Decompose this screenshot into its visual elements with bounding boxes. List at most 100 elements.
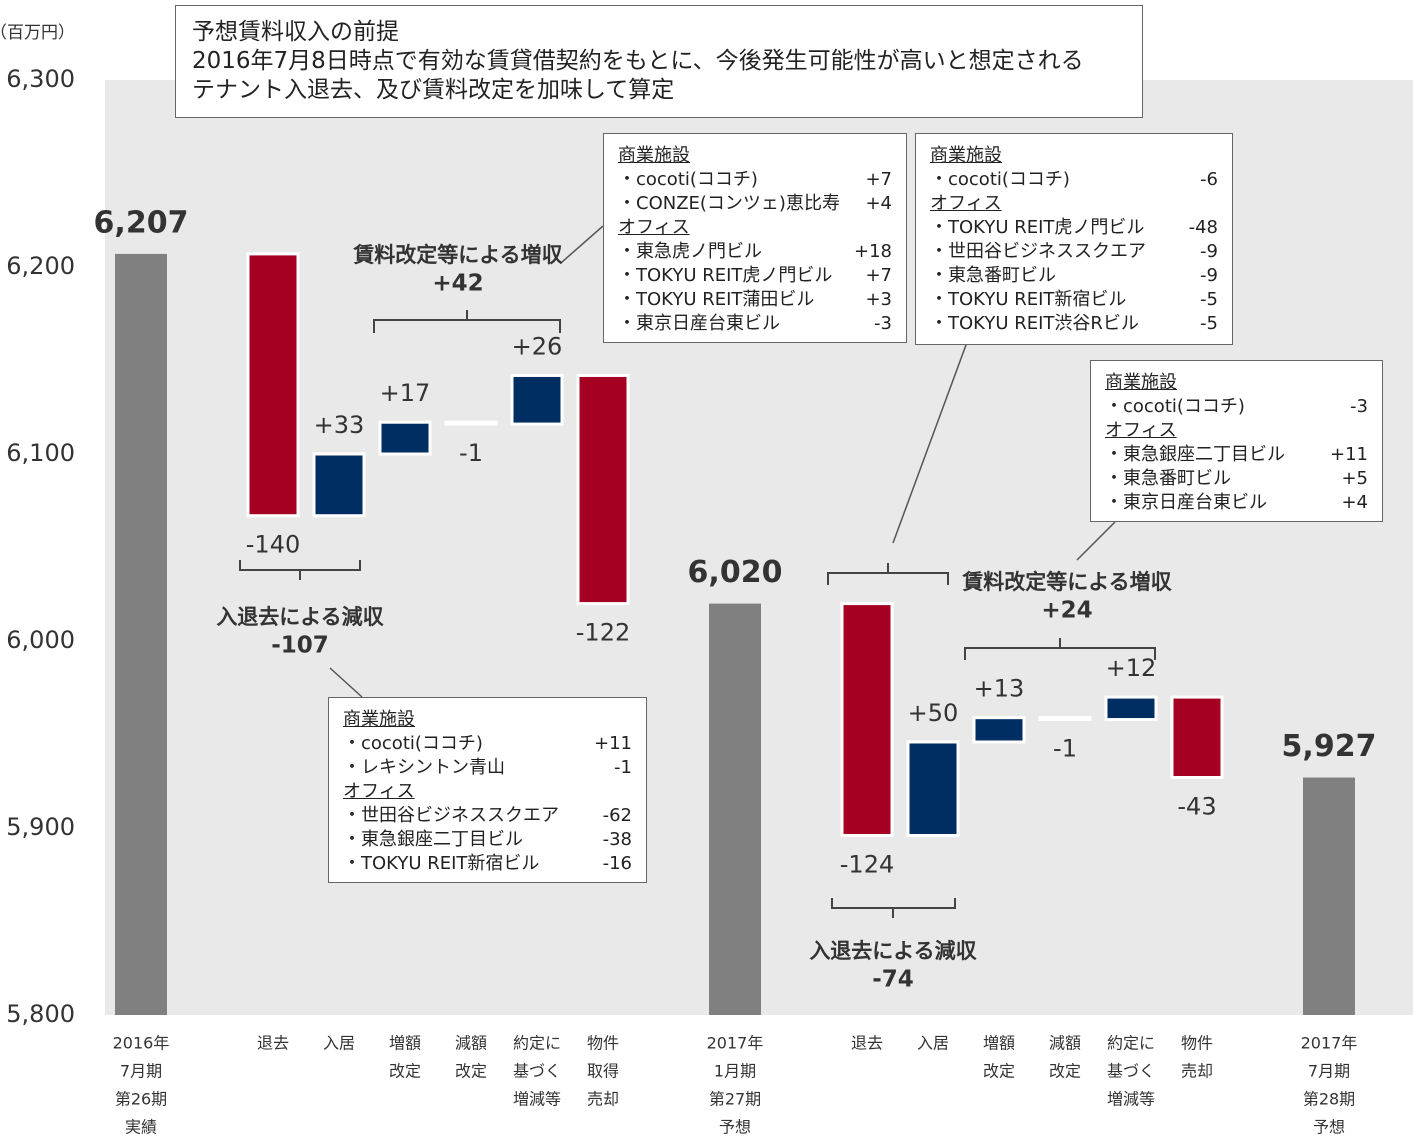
x-tick-label: 入居 [917,1034,949,1053]
callout-row: ・東急銀座二丁目ビル +11 [1105,443,1368,467]
callout-pointers [329,225,1116,698]
x-tick-label: 1月期 [714,1062,756,1081]
callout-row: ・世田谷ビジネススクエア -62 [343,804,632,828]
x-tick-label: 物件 [1181,1034,1213,1053]
premise-box: 予想賃料収入の前提 2016年7月8日時点で有効な賃貸借契約をもとに、今後発生可… [175,5,1143,118]
x-tick-label: 減額 [455,1034,487,1053]
callout-item-value: -9 [1200,241,1218,262]
x-tick-label: 7月期 [120,1062,162,1081]
callout-item-name: ・TOKYU REIT虎ノ門ビル [618,265,833,286]
callout-row: ・TOKYU REIT蒲田ビル +3 [618,288,892,312]
pointer [561,225,604,263]
value-label: -122 [576,619,630,647]
callout-item-name: ・CONZE(コンツェ)恵比寿 [618,193,840,214]
callout-item-value: -38 [602,829,632,850]
x-tick-label: 増減等 [1107,1090,1155,1109]
callout-item-name: ・東急番町ビル [930,265,1056,286]
callout-row: ・レキシントン青山 -1 [343,756,632,780]
bracket [239,560,361,580]
callout-item-value: +5 [1341,468,1368,489]
x-tick-label: 改定 [389,1062,421,1081]
callout-box: 商業施設 ・cocoti(ココチ) +11 ・レキシントン青山 -1 オフィス ・世田谷ビジ… [328,697,647,883]
callout-row: ・cocoti(ココチ) -6 [930,168,1218,192]
callout-item-value: -3 [1350,396,1368,417]
callout-item-name: ・世田谷ビジネススクエア [343,805,559,826]
callout-row: ・東急銀座二丁目ビル -38 [343,828,632,852]
callout-item-name: ・TOKYU REIT蒲田ビル [618,289,815,310]
bracket [827,563,949,585]
callout-item-value: +7 [865,265,892,286]
x-tick-label: 約定に [1107,1034,1155,1053]
callout-row: ・CONZE(コンツェ)恵比寿 +4 [618,192,892,216]
callout-box: 商業施設 ・cocoti(ココチ) -3 オフィス ・東急銀座二丁目ビル +11 ・東急番町… [1090,360,1383,522]
total-label: 6,207 [94,205,189,240]
x-tick-label: 7月期 [1308,1062,1350,1081]
x-tick-label: 売却 [1181,1062,1213,1081]
unit-label: （百万円） [0,23,75,43]
callout-heading: オフィス [930,193,1002,214]
bracket [964,638,1156,660]
bar [312,452,366,518]
callout-item-value: +3 [865,289,892,310]
x-tick-label: 2017年 [1301,1034,1358,1053]
bar [510,373,564,426]
x-tick-label: 減額 [1049,1034,1081,1053]
callout-item-name: ・TOKYU REIT虎ノ門ビル [930,217,1145,238]
callout-row: ・TOKYU REIT虎ノ門ビル -48 [930,216,1218,240]
x-tick-label: 増減等 [513,1090,561,1109]
group-label: 賃料改定等による増収 [961,570,1172,594]
x-tick-label: 改定 [983,1062,1015,1081]
bar [1303,777,1355,1015]
pointer [1076,521,1116,561]
value-label: +17 [380,379,431,407]
bar [906,740,960,837]
x-tick-label: 第26期 [115,1090,167,1109]
x-tick-label: 改定 [455,1062,487,1081]
x-tick-label: 売却 [587,1090,619,1109]
callout-item-value: -5 [1200,289,1218,310]
callout-item-value: -1 [614,757,632,778]
group-value: +24 [1041,598,1092,624]
callout-row: ・TOKYU REIT渋谷Rビル -5 [930,312,1218,336]
value-label: +33 [314,411,365,439]
callout-item-name: ・東京日産台東ビル [618,313,780,334]
callout-item-name: ・東急虎ノ門ビル [618,241,762,262]
y-tick-label: 6,100 [6,439,75,467]
y-tick-label: 6,200 [6,252,75,280]
value-label: -1 [1053,735,1077,763]
x-tick-label: 増額 [389,1034,421,1053]
callout-item-value: +18 [854,241,892,262]
callout-heading: 商業施設 [618,145,690,166]
value-label: +26 [512,332,563,360]
value-label: -124 [840,850,894,878]
bar [115,253,167,1015]
callout-row: ・cocoti(ココチ) -3 [1105,395,1368,419]
callout-heading: 商業施設 [1105,372,1177,393]
callout-box: 商業施設 ・cocoti(ココチ) -6 オフィス ・TOKYU REIT虎ノ門ビル -4… [915,133,1233,345]
bar [1038,716,1092,722]
bar [972,716,1026,744]
y-tick-label: 6,000 [6,626,75,654]
total-label: 5,927 [1282,729,1377,764]
callout-row: ・東京日産台東ビル -3 [618,312,892,336]
x-tick-label: 入居 [323,1034,355,1053]
callout-item-value: +7 [865,169,892,190]
x-tick-label: 2016年 [113,1034,170,1053]
group-value: +42 [432,271,483,297]
x-tick-label: 取得 [587,1062,619,1081]
callout-row: ・TOKYU REIT新宿ビル -16 [343,852,632,876]
value-label: +13 [974,675,1025,703]
callout-item-name: ・cocoti(ココチ) [1105,396,1245,417]
callout-heading: オフィス [1105,420,1177,441]
callout-item-name: ・TOKYU REIT新宿ビル [343,853,540,874]
group-value: -74 [872,967,914,993]
callout-item-value: -16 [602,853,632,874]
callout-row: ・東京日産台東ビル +4 [1105,491,1368,515]
callout-box: 商業施設 ・cocoti(ココチ) +7 ・CONZE(コンツェ)恵比寿 +4 オフィス・… [603,133,907,343]
group-label: 入退去による減収 [809,939,977,963]
x-tick-label: 物件 [587,1034,619,1053]
callout-item-value: -48 [1188,217,1218,238]
y-tick-label: 6,300 [6,65,75,93]
callout-item-value: -5 [1200,313,1218,334]
x-tick-label: 予想 [719,1118,751,1136]
